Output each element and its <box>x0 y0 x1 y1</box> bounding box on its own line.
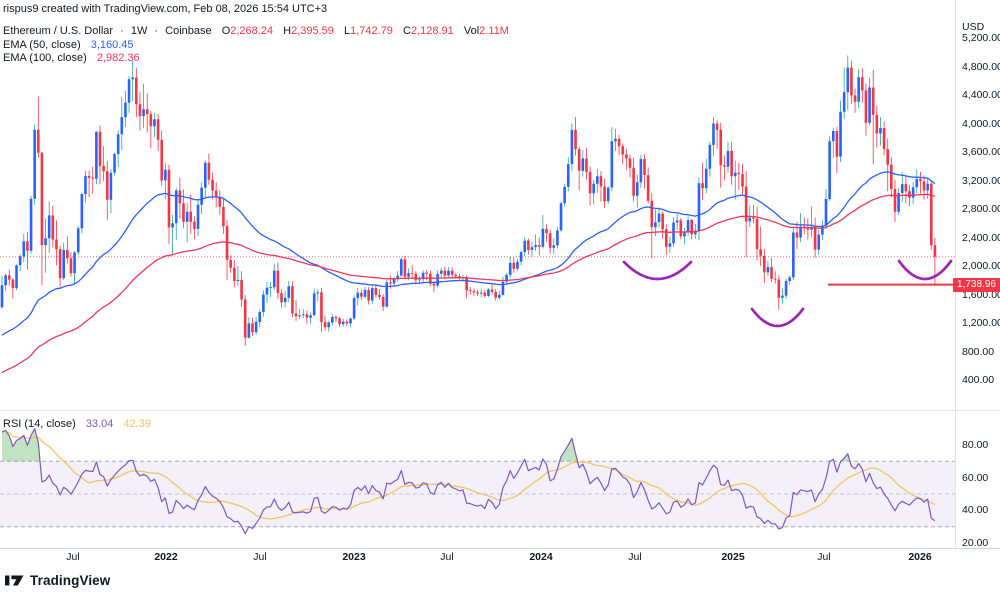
price-axis-label: 4,000.00 <box>962 117 1000 130</box>
pane-separators <box>0 0 1000 549</box>
time-axis-label: Jul <box>253 551 267 563</box>
rsi-label: RSI (14, close) <box>3 418 76 430</box>
rsi-value: 33.04 <box>85 418 114 430</box>
rsi-axis-label: 80.00 <box>962 439 989 451</box>
chart-byline: rispus9 created with TradingView.com, Fe… <box>3 3 327 15</box>
price-axis-label: 400.00 <box>962 374 995 386</box>
byline-text: rispus9 created with TradingView.com, Fe… <box>3 3 328 15</box>
price-axis[interactable]: 5,200.00 4,800.00 4,400.00 4,000.00 3,600.00… <box>962 0 1000 600</box>
high-value: 2,395.59 <box>291 25 334 37</box>
support-arc[interactable] <box>750 307 805 328</box>
support-arc[interactable] <box>622 260 693 281</box>
candles-down-wicks <box>8 60 936 346</box>
open-key: O <box>221 25 231 37</box>
low-value: 1,742.79 <box>350 25 393 37</box>
time-axis-label: 2026 <box>908 551 932 563</box>
rsi-overbought-fill <box>2 428 850 462</box>
volume-value: 2.11M <box>479 25 509 37</box>
time-axis-label: Jul <box>817 551 831 563</box>
low-key: L <box>343 25 351 37</box>
time-axis-label: 2022 <box>154 551 178 563</box>
price-axis-label: 1,200.00 <box>962 317 1000 329</box>
time-axis-label: 2025 <box>721 551 745 563</box>
interval-label: 1W <box>130 25 148 37</box>
rsi-axis[interactable]: 80.00 60.00 40.00 20.00 <box>962 0 1000 600</box>
ema100-legend-row[interactable]: EMA (100, close) 2,982.36 <box>3 52 140 64</box>
price-axis-label: 800.00 <box>962 345 995 358</box>
rsi-axis-label: 60.00 <box>962 471 989 484</box>
rsi-axis-label: 20.00 <box>962 537 989 550</box>
open-value: 2,268.24 <box>230 25 274 37</box>
tradingview-logo-text: TradingView <box>30 573 111 588</box>
support-arc[interactable] <box>897 259 953 281</box>
price-axis-label: 5,200.00 <box>962 32 1000 44</box>
time-axis-label: 2023 <box>342 551 366 563</box>
exchange-label: Coinbase <box>165 25 212 37</box>
close-value: 2,128.91 <box>410 25 454 37</box>
ema50-label: EMA (50, close) <box>3 39 81 51</box>
ema50-legend-row[interactable]: EMA (50, close) 3,160.45 <box>3 39 134 51</box>
price-axis-label: 2,000.00 <box>962 260 1000 272</box>
rsi-pane[interactable] <box>0 428 955 535</box>
ema100-label: EMA (100, close) <box>3 52 87 64</box>
price-axis-label: 3,200.00 <box>962 174 1000 187</box>
ema100-value: 2,982.36 <box>96 52 140 64</box>
rsi-legend-row[interactable]: RSI (14, close) 33.04 42.39 <box>3 418 151 430</box>
price-axis-label: 2,800.00 <box>962 203 1000 215</box>
rsi-ma-line <box>1 430 936 520</box>
rsi-ma-value: 42.39 <box>123 418 151 430</box>
tradingview-logo[interactable]: TradingView <box>5 573 110 588</box>
price-axis-label: 4,800.00 <box>962 60 1000 73</box>
rsi-axis-label: 40.00 <box>962 504 989 517</box>
time-axis-label: Jul <box>66 551 80 563</box>
time-axis[interactable]: Jul 2022 Jul 2023 Jul 2024 Jul 2025 Jul 2026 <box>0 549 955 565</box>
ema50-line <box>1 171 936 336</box>
legend-separator: · <box>154 25 159 37</box>
ema50-value: 3,160.45 <box>90 39 134 51</box>
high-key: H <box>283 25 292 37</box>
legend-separator: · <box>120 25 124 37</box>
tradingview-logo-icon <box>5 573 30 588</box>
candles-up-wicks <box>1 55 929 339</box>
price-axis-label: 4,400.00 <box>962 89 1000 101</box>
price-axis-label: 2,400.00 <box>962 231 1000 244</box>
symbol-legend-row[interactable]: Ethereum / U.S. Dollar · 1W · Coinbase O… <box>3 25 509 37</box>
price-pane[interactable] <box>0 55 955 374</box>
time-axis-label: Jul <box>628 551 642 563</box>
symbol-title: Ethereum / U.S. Dollar <box>3 25 114 37</box>
ema100-line <box>1 193 936 374</box>
close-key: C <box>403 25 411 37</box>
drawing-annotations[interactable] <box>622 259 957 328</box>
time-axis-label: Jul <box>440 551 454 563</box>
price-axis-label: 3,600.00 <box>962 146 1000 158</box>
alert-price-badge: 1,738.96 <box>953 277 1000 292</box>
time-axis-label: 2024 <box>529 551 553 563</box>
rsi-line <box>1 428 936 535</box>
volume-key: Vol <box>463 25 480 37</box>
price-axis-unit: USD <box>962 21 985 33</box>
